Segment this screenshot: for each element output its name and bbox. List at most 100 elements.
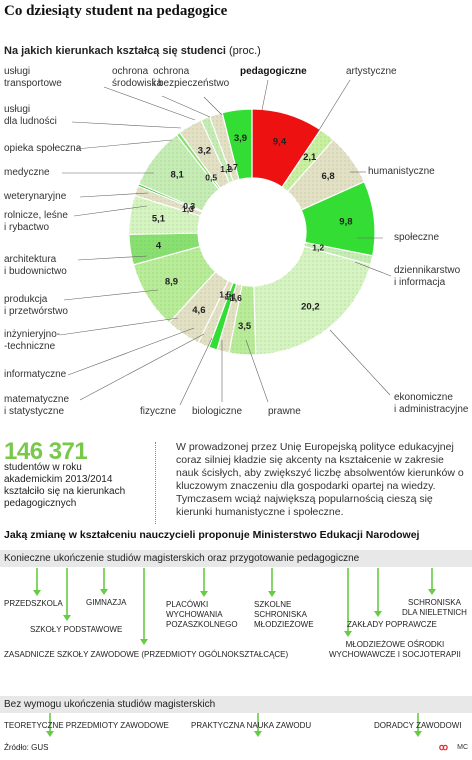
label-ochrona-i-bezpieczenstwo: ochrona i bezpieczeństwo bbox=[153, 66, 230, 89]
slice-texture bbox=[282, 129, 334, 192]
slice-value-label: 1,3 bbox=[182, 204, 194, 214]
node-doradcy: DORADCY ZAWODOWI bbox=[374, 721, 462, 730]
node-szkoly-podstawowe: SZKOŁY PODSTAWOWE bbox=[30, 625, 123, 634]
stat-text: studentów w roku akademickim 2013/2014 k… bbox=[4, 462, 126, 509]
arrowhead bbox=[63, 615, 71, 621]
slice-value-label: 9,8 bbox=[339, 216, 352, 227]
slice-texture bbox=[216, 283, 242, 353]
label-artystyczne: artystyczne bbox=[346, 66, 397, 77]
slice-texture bbox=[304, 242, 373, 265]
arrowhead bbox=[254, 731, 262, 737]
chart-subtitle: Na jakich kierunkach kształcą się studen… bbox=[4, 45, 261, 57]
slice-value-label: 3,5 bbox=[238, 321, 252, 332]
divider bbox=[155, 442, 156, 524]
source-note: Źródło: GUS bbox=[4, 743, 49, 752]
slice-texture bbox=[228, 285, 256, 355]
node-szkolne-schroniska: SZKOLNE SCHRONISKA MŁODZIEŻOWE bbox=[254, 600, 314, 629]
label-biologiczne: biologiczne bbox=[192, 406, 243, 417]
leader-line bbox=[73, 205, 148, 217]
leader-line bbox=[79, 333, 205, 401]
label-dziennikarstwo: dziennikarstwo i informacja bbox=[394, 265, 461, 288]
label-uslugi-dla-ludnosci: usługi dla ludności bbox=[4, 104, 57, 127]
label-fizyczne: fizyczne bbox=[140, 406, 177, 417]
leader-line bbox=[67, 327, 195, 376]
slice-value-label: 3,2 bbox=[198, 145, 211, 156]
node-przedszkola: PRZEDSZKOLA bbox=[4, 599, 63, 608]
slice-ochrona-i-bezpieczeństwo bbox=[221, 108, 253, 181]
slice-value-label: 2,1 bbox=[303, 152, 317, 163]
slice-value-label: 8,9 bbox=[165, 276, 178, 287]
page-title: Co dziesiąty student na pedagogice bbox=[4, 3, 228, 19]
leader-line bbox=[329, 329, 391, 396]
leader-line bbox=[179, 337, 213, 406]
slice-value-label: 20,2 bbox=[301, 301, 320, 312]
leader-line bbox=[79, 192, 149, 198]
slice-value-label: 4 bbox=[156, 241, 162, 252]
arrowhead bbox=[200, 591, 208, 597]
leader-line bbox=[354, 261, 392, 277]
node-placowki: PLACÓWKI WYCHOWANIA POZASZKOLNEGO bbox=[166, 600, 238, 629]
label-pedagogiczne: pedagogiczne bbox=[240, 66, 307, 77]
slice-value-label: 0,5 bbox=[205, 173, 217, 183]
requirement-bar-2-text: Bez wymogu ukończenia studiów magistersk… bbox=[4, 699, 216, 710]
label-uslugi-transportowe: usługi transportowe bbox=[4, 66, 62, 89]
slice-texture bbox=[134, 186, 202, 216]
slice-value-label: 6,8 bbox=[321, 171, 334, 182]
diagram-heading: Jaką zmianę w kształceniu nauczycieli pr… bbox=[4, 529, 420, 541]
author-credit: MC bbox=[457, 744, 468, 751]
leader-line bbox=[203, 96, 223, 116]
arrowhead bbox=[428, 589, 436, 595]
slice-value-label: 5,1 bbox=[152, 214, 166, 225]
slice-value-label: 1,6 bbox=[230, 293, 242, 303]
label-ekonomiczne: ekonomiczne i administracyjne bbox=[394, 392, 469, 415]
diagram-arrows bbox=[33, 568, 436, 737]
leader-line bbox=[315, 79, 351, 136]
slice-texture bbox=[168, 271, 229, 343]
slice-value-label: 3,9 bbox=[234, 133, 247, 144]
label-architektura: architektura i budownictwo bbox=[4, 254, 67, 277]
label-medyczne: medyczne bbox=[4, 167, 50, 178]
node-zaklady-poprawcze: ZAKŁADY POPRAWCZE bbox=[347, 620, 437, 629]
slice-value-label: 1,2 bbox=[312, 243, 324, 253]
node-teoretyczne: TEORETYCZNE PRZEDMIOTY ZAWODOWE bbox=[4, 721, 169, 730]
label-spoleczne: społeczne bbox=[394, 232, 440, 243]
chart-subtitle-text: Na jakich kierunkach kształcą się studen… bbox=[4, 45, 226, 57]
arrowhead bbox=[140, 639, 148, 645]
node-praktyczna: PRAKTYCZNA NAUKA ZAWODU bbox=[191, 721, 312, 730]
label-ochrona-srodowiska: ochrona środowiska bbox=[112, 66, 163, 89]
slice-texture bbox=[138, 134, 219, 211]
arrowhead bbox=[414, 731, 422, 737]
node-schroniska-nieletnich: SCHRONISKA DLA NIELETNICH bbox=[402, 598, 467, 617]
slice-value-label: 0,3 bbox=[183, 201, 195, 211]
arrowhead bbox=[100, 589, 108, 595]
slice-value-label: 1,1 bbox=[224, 291, 236, 301]
slice-texture bbox=[198, 280, 234, 348]
requirement-bar-1: Konieczne ukończenie studiów magisterski… bbox=[0, 550, 472, 567]
slice-texture bbox=[129, 195, 201, 235]
leader-line bbox=[161, 95, 211, 118]
chart-subtitle-unit: (proc.) bbox=[229, 45, 261, 57]
slice-texture bbox=[176, 132, 221, 190]
slice-texture bbox=[201, 116, 234, 183]
arrowhead bbox=[374, 611, 382, 617]
stat-number: 146 371 bbox=[4, 438, 88, 465]
summary-paragraph: W prowadzonej przez Unię Europejską poli… bbox=[176, 441, 464, 518]
node-zasadnicze-szkoly: ZASADNICZE SZKOŁY ZAWODOWE (PRZEDMIOTY O… bbox=[4, 650, 289, 659]
requirement-bar-2: Bez wymogu ukończenia studiów magistersk… bbox=[0, 696, 472, 713]
slice-value-label: 8,1 bbox=[171, 169, 185, 180]
slice-texture bbox=[253, 246, 371, 355]
slice-texture bbox=[287, 139, 365, 210]
slice-texture bbox=[133, 246, 216, 323]
requirement-bar-1-text: Konieczne ukończenie studiów magisterski… bbox=[4, 553, 360, 564]
label-prawne: prawne bbox=[268, 406, 301, 417]
arrowhead bbox=[33, 590, 41, 596]
node-gimnazja: GIMNAZJA bbox=[86, 598, 127, 607]
leader-line bbox=[77, 255, 148, 261]
arrowhead bbox=[344, 631, 352, 637]
slice-texture bbox=[209, 112, 239, 182]
donut-chart: 9,4 2,1 6,8 9,8 1,2 20,2 3,5 1,61,11,5 4,6 8,9 4 5,… bbox=[59, 79, 392, 406]
slice-texture bbox=[129, 233, 200, 265]
arrowhead bbox=[46, 731, 54, 737]
slice-value-label: 1,5 bbox=[219, 289, 231, 299]
node-osrodki: MŁODZIEŻOWE OŚRODKI WYCHOWAWCZE I SOCJOT… bbox=[329, 640, 461, 659]
